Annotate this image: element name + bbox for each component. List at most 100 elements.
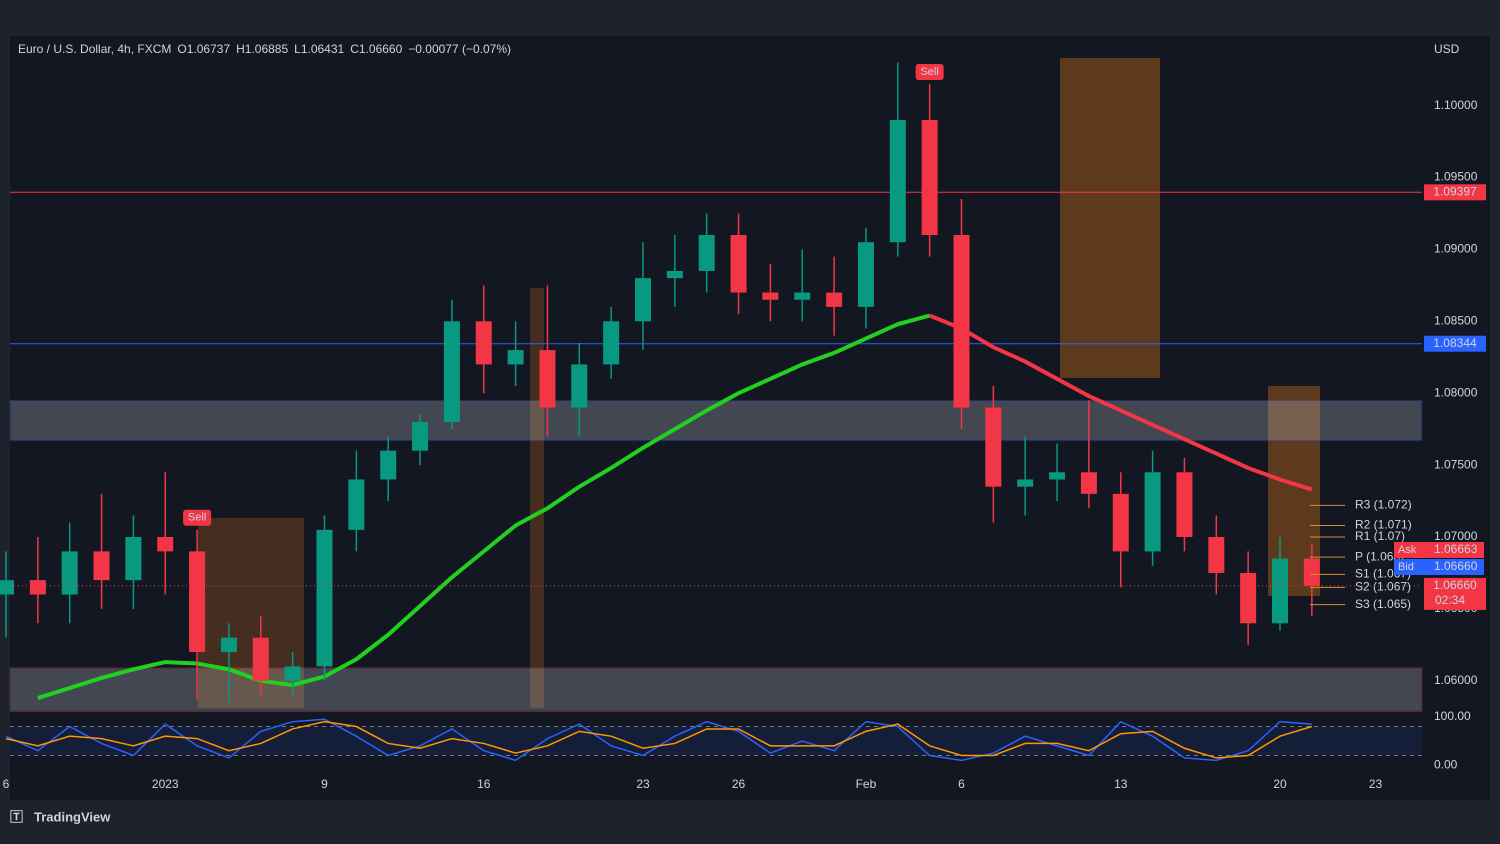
bid-price: 1.06660 <box>1434 559 1478 573</box>
candle-body <box>1112 493 1129 552</box>
y-tick-label: 1.09500 <box>1434 170 1478 184</box>
candle-body <box>1017 479 1034 487</box>
x-tick-label: 9 <box>321 777 328 791</box>
x-tick-label: 16 <box>477 777 491 791</box>
candle-body <box>1272 558 1288 624</box>
candle-body <box>635 278 651 322</box>
x-tick-label: 2023 <box>152 777 179 791</box>
candle-body <box>762 292 779 300</box>
pivot-label: S2 (1.067) <box>1355 580 1411 594</box>
candle-body <box>475 321 492 365</box>
candle-body <box>1144 472 1161 552</box>
candle-body <box>252 637 269 681</box>
candle-body <box>603 321 620 365</box>
oscillator-band <box>10 726 1422 756</box>
ohlc-value: L1.06431 <box>294 42 344 56</box>
y-tick-label: 1.09000 <box>1434 242 1478 256</box>
branding: TradingView <box>34 809 111 824</box>
x-tick-label: 26 <box>732 777 746 791</box>
last-price-label: 1.06660 <box>1433 578 1477 592</box>
plot: Sell Sell R3 (1.072) R2 (1.071)R1 (1.07) P (… <box>0 62 1423 762</box>
candle-body <box>1080 472 1097 494</box>
candle-body <box>507 350 524 365</box>
candle-body <box>698 235 715 271</box>
candle-body <box>412 421 429 451</box>
candle-body <box>1208 536 1225 573</box>
y-tick-label: 100.00 <box>1434 709 1471 723</box>
ask-name: Ask <box>1398 544 1417 556</box>
x-tick-label: 6 <box>3 777 10 791</box>
x-tick-label: 13 <box>1114 777 1128 791</box>
candle-body <box>189 551 206 653</box>
candle-body <box>730 235 747 293</box>
candle-body <box>1176 472 1193 537</box>
level-box <box>1424 184 1486 201</box>
candle-body <box>794 292 811 300</box>
y-tick-label: 1.06000 <box>1434 673 1478 687</box>
ohlc-value: −0.00077 (−0.07%) <box>408 42 511 56</box>
oscillator-line <box>5 720 1313 759</box>
candle-body <box>125 536 142 581</box>
signal-label: Sell <box>920 66 938 78</box>
level-box <box>1424 335 1486 352</box>
pivot-label: R3 (1.072) <box>1355 498 1412 512</box>
candle-body <box>0 580 14 595</box>
signal-box <box>915 64 944 81</box>
ask-box <box>1394 542 1484 558</box>
pivot-label: R1 (1.07) <box>1355 529 1405 543</box>
moving-average <box>37 313 931 700</box>
level-label: 1.08344 <box>1433 336 1477 350</box>
candle-body <box>826 292 843 307</box>
x-tick-label: 23 <box>636 777 650 791</box>
bid-name: Bid <box>1398 561 1414 573</box>
candle-body <box>29 580 46 595</box>
pivot-label: S3 (1.065) <box>1355 597 1411 611</box>
y-tick-label: 0.00 <box>1434 757 1458 771</box>
signal-box <box>183 509 212 526</box>
x-tick-label: 20 <box>1273 777 1287 791</box>
candle-body <box>284 666 301 681</box>
ohlc-value: C1.06660 <box>350 42 402 56</box>
candle-body <box>220 637 237 653</box>
y-tick-label: 1.07500 <box>1434 457 1478 471</box>
ask-price: 1.06663 <box>1434 542 1478 556</box>
pivot-label: R2 (1.071) <box>1355 518 1412 532</box>
moving-average <box>928 313 1313 492</box>
candle-body <box>380 450 397 480</box>
x-tick-label: 6 <box>958 777 965 791</box>
level-label: 1.09397 <box>1433 184 1477 198</box>
x-tick-label: 23 <box>1369 777 1383 791</box>
pivot-label: P (1.068) <box>1355 549 1404 563</box>
y-tick-label: 1.08500 <box>1434 313 1478 327</box>
candle-body <box>666 270 683 279</box>
ohlc-value: H1.06885 <box>236 42 288 56</box>
candle-body <box>953 235 970 408</box>
logo: 🅃 <box>10 809 23 824</box>
candle-body <box>921 119 938 236</box>
signal-label: Sell <box>188 512 206 524</box>
candle-body <box>857 242 874 307</box>
candle-body <box>316 529 333 667</box>
countdown: 02:34 <box>1435 593 1465 607</box>
x-tick-label: Feb <box>856 777 877 791</box>
zone <box>9 667 1423 712</box>
candle-body <box>443 321 460 422</box>
bid-box <box>1394 559 1484 575</box>
candle-body <box>157 536 174 552</box>
candle-body <box>93 551 110 581</box>
candle-body <box>348 479 365 530</box>
ohlc-value: O1.06737 <box>177 42 230 56</box>
candle-body <box>61 551 78 595</box>
candle-body <box>571 364 588 408</box>
candle-body <box>1303 558 1320 586</box>
y-tick-label: 1.07000 <box>1434 529 1478 543</box>
pane-separator <box>10 711 1422 712</box>
candle-body <box>1049 472 1066 480</box>
chart-title: Euro / U.S. Dollar, 4h, FXCM <box>18 42 171 56</box>
last-price-box <box>1424 577 1486 610</box>
candle-body <box>985 407 1002 487</box>
y-tick-label: 1.08000 <box>1434 385 1478 399</box>
candle-body <box>889 119 906 243</box>
